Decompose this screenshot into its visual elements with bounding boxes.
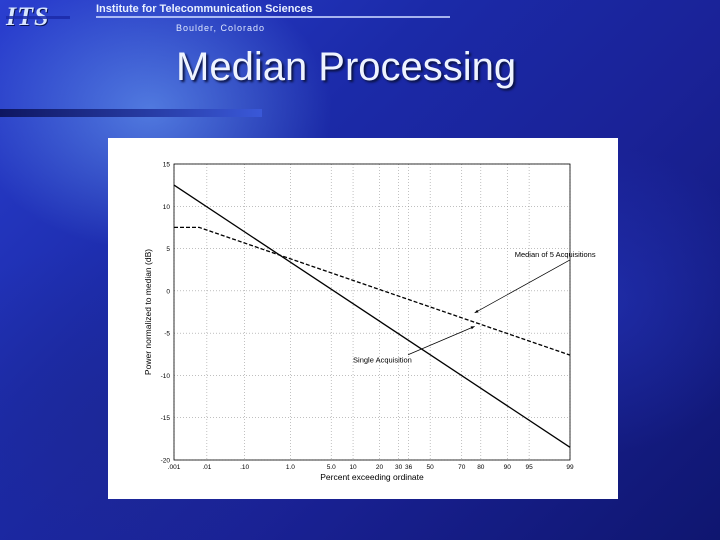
y-tick-label: 5	[166, 246, 170, 253]
y-axis-label: Power normalized to median (dB)	[143, 249, 153, 375]
x-tick-label: 70	[458, 464, 466, 471]
annotation-arrowhead	[470, 326, 475, 330]
chart-figure: .001.01.10 1.0 5.0 10 20 30 36 50 70 80 90 95 99 15 10…	[108, 138, 618, 499]
y-tick-label: -20	[161, 458, 171, 465]
organization-location: Boulder, Colorado	[176, 23, 266, 33]
x-tick-label: 99	[566, 464, 574, 471]
y-tick-label: 15	[163, 162, 171, 169]
annotation-arrowhead	[474, 309, 479, 313]
x-axis-label: Percent exceeding ordinate	[320, 472, 424, 482]
x-tick-label: .001	[168, 464, 181, 471]
title-rule	[0, 109, 262, 117]
series-line-1	[174, 226, 571, 356]
x-tick-label: 30	[395, 464, 403, 471]
x-tick-label: 80	[477, 464, 485, 471]
annotation-arrow-line	[407, 326, 475, 356]
x-tick-label: 90	[504, 464, 512, 471]
y-tick-label: 0	[166, 288, 170, 295]
x-tick-label: 95	[526, 464, 534, 471]
series-line-0	[173, 184, 571, 448]
x-tick-label: 20	[376, 464, 384, 471]
y-tick-label: -10	[161, 373, 171, 380]
x-tick-label: 1.0	[286, 464, 295, 471]
annotation-label: Median of 5 Acquisitions	[515, 250, 596, 259]
y-tick-label: 10	[163, 204, 171, 211]
its-logo: ITS	[6, 4, 70, 30]
annotation-label: Single Acquisition	[353, 356, 412, 365]
plot-frame	[173, 163, 571, 461]
x-tick-label: .10	[240, 464, 249, 471]
x-tick-label: 10	[349, 464, 357, 471]
x-tick-label: 36	[405, 464, 413, 471]
y-tick-label: -15	[161, 415, 171, 422]
chart-svg: .001.01.10 1.0 5.0 10 20 30 36 50 70 80 90 95 991510…	[143, 162, 596, 483]
organization-name: Institute for Telecommunication Sciences	[96, 3, 313, 15]
annotation-arrow-line	[474, 259, 570, 314]
x-tick-label: .01	[202, 464, 211, 471]
slide-title: Median Processing	[176, 45, 517, 89]
y-tick-label: -5	[164, 331, 170, 338]
organization-underline	[96, 16, 450, 18]
x-tick-label: 50	[427, 464, 435, 471]
x-tick-label: 5.0	[327, 464, 336, 471]
